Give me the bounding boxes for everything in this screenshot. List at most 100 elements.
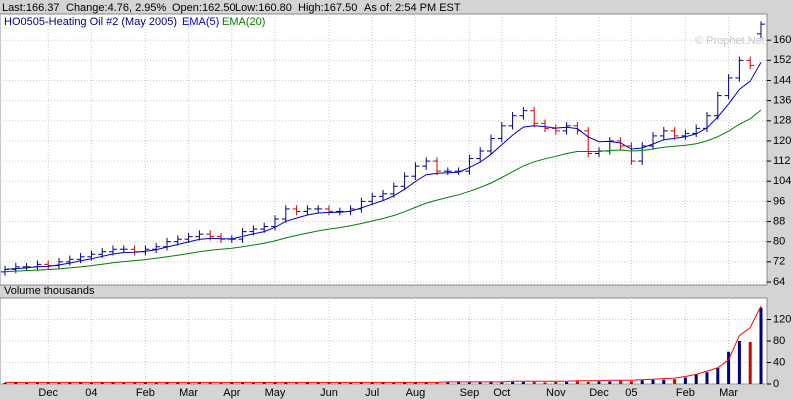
x-tick-label: 04 bbox=[85, 387, 97, 399]
ema-line bbox=[4, 109, 762, 273]
volume-bar bbox=[532, 381, 536, 384]
volume-bar bbox=[57, 382, 61, 384]
price-panel bbox=[0, 13, 768, 286]
ema-line bbox=[4, 62, 762, 270]
volume-bar bbox=[273, 382, 277, 384]
volume-bar bbox=[457, 381, 461, 384]
y-tick-label: 96 bbox=[773, 195, 785, 207]
header-item: High:167.50 bbox=[298, 2, 357, 14]
volume-bar bbox=[392, 382, 396, 384]
volume-bar bbox=[35, 382, 39, 384]
header-item: Last:166.37 bbox=[2, 2, 60, 14]
volume-bar bbox=[521, 381, 525, 384]
volume-bar bbox=[100, 382, 104, 384]
x-tick-label: Sep bbox=[460, 387, 480, 399]
volume-bar bbox=[640, 380, 644, 384]
volume-bar bbox=[359, 382, 363, 384]
y-tick-label: 128 bbox=[773, 115, 791, 127]
y-tick-label: 144 bbox=[773, 74, 791, 86]
y-tick-label: 72 bbox=[773, 256, 785, 268]
y-tick-label: 152 bbox=[773, 54, 791, 66]
volume-bar bbox=[3, 382, 7, 384]
volume-bar bbox=[219, 382, 223, 384]
volume-bar bbox=[413, 382, 417, 384]
y-tick-label: 120 bbox=[773, 313, 791, 325]
volume-bar bbox=[446, 382, 450, 384]
volume-bar bbox=[284, 382, 288, 384]
volume-bar bbox=[338, 382, 342, 384]
volume-bar bbox=[68, 382, 72, 384]
volume-bar bbox=[133, 382, 137, 384]
y-tick-label: 160 bbox=[773, 34, 791, 46]
x-tick-label: Feb bbox=[676, 387, 695, 399]
volume-bar bbox=[424, 382, 428, 384]
volume-bar bbox=[597, 381, 601, 384]
volume-bar bbox=[705, 372, 709, 384]
header-item: As of: 2:54 PM EST bbox=[364, 2, 461, 14]
x-tick-label: Jul bbox=[365, 387, 379, 399]
x-tick-label: Aug bbox=[406, 387, 426, 399]
volume-bar bbox=[25, 382, 29, 384]
y-tick-label: 80 bbox=[773, 236, 785, 248]
volume-bar bbox=[716, 367, 720, 384]
volume-bar bbox=[554, 381, 558, 384]
volume-bar bbox=[435, 382, 439, 384]
x-tick-label: 05 bbox=[625, 387, 637, 399]
y-tick-label: 0 bbox=[773, 378, 779, 390]
x-tick-label: Mar bbox=[719, 387, 738, 399]
volume-bar bbox=[89, 382, 93, 384]
price-title: HO0505-Heating Oil #2 (May 2005) bbox=[4, 16, 177, 28]
volume-bar bbox=[262, 382, 266, 384]
volume-bar bbox=[197, 382, 201, 384]
volume-bar bbox=[737, 341, 741, 384]
x-tick-label: Jun bbox=[320, 387, 338, 399]
volume-bar bbox=[111, 382, 115, 384]
volume-bar bbox=[575, 381, 579, 384]
volume-bar bbox=[154, 382, 158, 384]
x-tick-label: Dec bbox=[589, 387, 609, 399]
volume-bar bbox=[489, 381, 493, 384]
y-tick-label: 104 bbox=[773, 175, 791, 187]
volume-bar bbox=[176, 382, 180, 384]
volume-bar bbox=[46, 382, 50, 384]
volume-bar bbox=[403, 382, 407, 384]
volume-bar bbox=[683, 377, 687, 384]
volume-bar bbox=[143, 382, 147, 384]
volume-bar bbox=[629, 381, 633, 384]
volume-bar bbox=[187, 382, 191, 384]
volume-bar bbox=[694, 374, 698, 384]
volume-bar bbox=[619, 380, 623, 384]
legend-entry: EMA(5) bbox=[182, 16, 219, 28]
volume-bar bbox=[370, 382, 374, 384]
volume-bar bbox=[381, 382, 385, 384]
legend-entry: EMA(20) bbox=[222, 16, 265, 28]
header-item: Change:4.76, 2.95% bbox=[66, 2, 167, 14]
y-tick-label: 88 bbox=[773, 215, 785, 227]
y-tick-label: 80 bbox=[773, 335, 785, 347]
x-tick-label: Apr bbox=[223, 387, 240, 399]
volume-bar bbox=[586, 381, 590, 384]
y-tick-label: 40 bbox=[773, 356, 785, 368]
volume-bar bbox=[478, 381, 482, 384]
x-tick-label: Feb bbox=[136, 387, 155, 399]
volume-bar bbox=[241, 382, 245, 384]
x-tick-label: Dec bbox=[38, 387, 58, 399]
y-tick-label: 112 bbox=[773, 155, 791, 167]
x-tick-label: Oct bbox=[493, 387, 510, 399]
volume-bar bbox=[14, 382, 18, 384]
volume-bar bbox=[305, 382, 309, 384]
volume-title: Volume thousands bbox=[4, 285, 95, 297]
volume-bar bbox=[500, 382, 504, 384]
volume-bar bbox=[165, 382, 169, 384]
header-item: Low:160.80 bbox=[235, 2, 292, 14]
volume-bar bbox=[759, 307, 763, 384]
x-tick-label: Nov bbox=[546, 387, 566, 399]
volume-bar bbox=[748, 342, 752, 384]
x-tick-label: Mar bbox=[179, 387, 198, 399]
volume-bar bbox=[565, 381, 569, 384]
volume-bar bbox=[543, 382, 547, 384]
volume-bar bbox=[467, 382, 471, 384]
volume-line bbox=[5, 305, 762, 383]
